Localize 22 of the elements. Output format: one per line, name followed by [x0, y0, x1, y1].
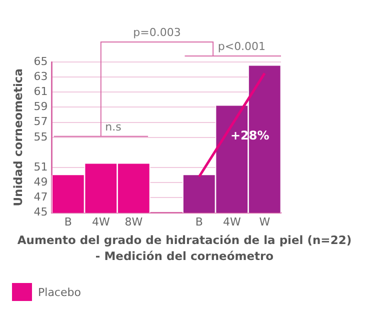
y-tick-label: 59 — [34, 100, 48, 114]
text: p=0.003 — [133, 26, 181, 39]
y-tick-label: 49 — [34, 176, 48, 188]
annotation: n.s — [105, 120, 122, 134]
text: p<0.001 — [218, 40, 266, 53]
x-tick-label: B — [64, 215, 72, 228]
y-tick-label: 61 — [34, 85, 48, 98]
y-tick-label: 55 — [34, 130, 48, 144]
x-tick-label: 4W — [222, 215, 241, 228]
y-tick-label: 65 — [34, 54, 48, 68]
y-tick-label: 47 — [34, 190, 48, 204]
y-tick-label: 57 — [34, 115, 48, 128]
x-tick-label: 8W — [124, 215, 143, 228]
text: Aumento del grado de hidratación de la piel (n=22) - Medición del corneómetro — [16, 232, 353, 264]
x-tick-label: W — [259, 215, 270, 228]
y-tick-label: 45 — [34, 206, 48, 219]
x-tick-label: B — [195, 215, 203, 228]
y-tick-label: 51 — [34, 160, 48, 174]
y-axis-title: Unidad corneometica — [10, 68, 25, 206]
x-tick-label: 4W — [92, 215, 110, 228]
y-tick-label: 63 — [34, 70, 48, 83]
legend-label: Placebo — [38, 286, 81, 298]
